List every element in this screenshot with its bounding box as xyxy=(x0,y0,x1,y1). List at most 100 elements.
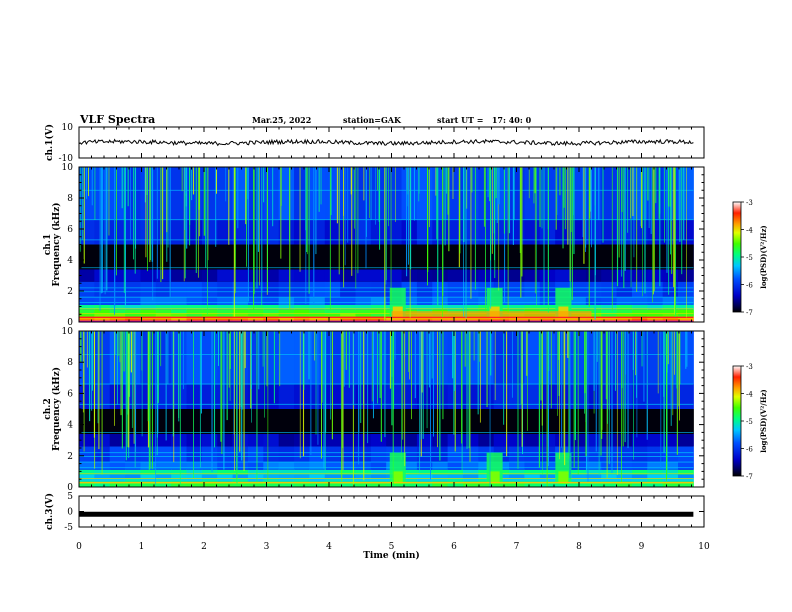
ch1-spectrogram-ytick-label: 10 xyxy=(62,163,74,173)
ch2-spec-band-cell xyxy=(109,474,126,479)
ch1-spec-band-cell xyxy=(447,269,464,282)
ch1-spec-band-cell xyxy=(79,309,95,314)
ch2-spec-band-cell xyxy=(232,469,249,475)
ch1-spec-band-cell xyxy=(647,269,664,282)
ch1-spec-band-cell xyxy=(201,313,218,317)
ch2-spec-band-cell xyxy=(171,481,188,487)
ch2-spec-band-cell xyxy=(416,474,433,479)
ch3-waveform-ytick-label: 5 xyxy=(67,492,73,502)
ch2-spec-band-cell xyxy=(616,462,633,470)
ch2-spec-band-cell xyxy=(678,478,694,482)
ch1-spec-band-cell xyxy=(125,219,141,245)
ch2-spec-band-cell xyxy=(616,446,633,463)
ch2-spec-band-cell xyxy=(370,331,387,385)
ch1-spec-band-cell xyxy=(478,219,495,245)
ch2-spec-band-cell xyxy=(662,481,679,487)
ch3-waveform-ytick-label: 0 xyxy=(67,508,73,518)
ch1-spec-band-cell xyxy=(278,167,295,220)
ch2-spec-band-cell xyxy=(186,481,203,487)
ch1-spec-band-cell xyxy=(401,304,418,310)
ch1-spec-band-cell xyxy=(631,219,648,245)
ch2-spec-band-cell xyxy=(631,433,648,447)
ch1-spec-band-cell xyxy=(125,281,141,298)
ch2-spec-band-cell xyxy=(631,474,648,479)
start-time-label: start UT = 17: 40: 0 xyxy=(437,115,532,125)
xtick-label: 0 xyxy=(76,542,82,552)
ch1-spec-band-cell xyxy=(662,313,679,317)
ch2-spec-band-cell xyxy=(478,478,495,482)
ch1-spec-band-cell xyxy=(278,219,295,245)
ch2-spec-band-cell xyxy=(340,462,356,470)
ch2-spec-band-cell xyxy=(79,433,95,447)
ch2-spec-band-cell xyxy=(462,481,479,487)
ch2-spec-band-cell xyxy=(79,446,95,463)
ch1-spec-band-cell xyxy=(263,281,280,298)
ch1-spec-band-cell xyxy=(616,281,633,298)
ch2-spec-band-cell xyxy=(263,481,280,487)
ch1-spec-band-cell xyxy=(140,167,157,220)
ch2-spec-band-cell xyxy=(370,478,387,482)
ch2-spec-band-cell xyxy=(125,469,141,475)
ch1-spec-band-cell xyxy=(324,269,341,282)
ch1-spec-band-cell xyxy=(355,297,372,305)
ch1-spec-band-cell xyxy=(140,269,157,282)
ch1-spec-band-cell xyxy=(125,316,141,322)
ch2-spec-band-cell xyxy=(201,446,218,463)
ch1-spec-band-cell xyxy=(232,281,249,298)
ch2-spec-band-cell xyxy=(247,478,264,482)
xtick-label: 9 xyxy=(639,542,645,552)
ch1-spec-band-cell xyxy=(616,313,633,317)
ch2-spec-band-cell xyxy=(294,474,310,479)
ch1-spec-band-cell xyxy=(678,316,694,322)
ch2-spectrogram-colorbar-tick-label: -6 xyxy=(746,446,753,454)
ch2-spec-band-cell xyxy=(570,481,587,487)
ch2-spec-band-cell xyxy=(263,474,280,479)
ch1-spec-band-cell xyxy=(79,167,95,220)
ch2-spec-band-cell xyxy=(601,462,618,470)
ch1-spec-band-cell xyxy=(109,316,126,322)
ch2-spec-band-cell xyxy=(94,481,111,487)
ch2-spec-band-cell xyxy=(509,433,525,447)
ch1-spec-band-cell xyxy=(678,304,694,310)
ch1-spectrogram-ytick-label: 2 xyxy=(67,287,73,297)
ch2-spec-band-cell xyxy=(79,462,95,470)
ch2-spec-band-cell xyxy=(232,331,249,385)
ch2-spec-band-cell xyxy=(585,478,602,482)
ch2-spec-band-cell xyxy=(278,469,295,475)
ch2-spec-band-cell xyxy=(217,384,234,409)
ch2-spec-band-cell xyxy=(340,384,356,409)
ch1-spec-band-cell xyxy=(94,304,111,310)
ch2-spec-band-cell xyxy=(232,446,249,463)
ch2-spec-band-cell xyxy=(432,469,449,475)
ch1-spec-band-cell xyxy=(647,304,664,310)
ch2-spec-band-cell xyxy=(247,469,264,475)
ch1-spec-band-cell xyxy=(432,269,449,282)
ch1-spec-band-cell xyxy=(324,316,341,322)
ch2-spec-band-cell xyxy=(678,481,694,487)
ch2-spec-band-cell xyxy=(340,481,356,487)
ch2-spectrogram-colorbar xyxy=(732,365,742,477)
ch2-spec-band-cell xyxy=(462,478,479,482)
ch1-spec-band-cell xyxy=(201,281,218,298)
ch2-spec-band-cell xyxy=(278,433,295,447)
ch2-spec-band-cell xyxy=(186,474,203,479)
ch1-spec-band-cell xyxy=(232,304,249,310)
ch2-spec-band-cell xyxy=(309,462,326,470)
ch2-spec-band-cell xyxy=(524,446,541,463)
ch1-waveform-ytick-label: -10 xyxy=(59,154,74,164)
ch2-spec-band-cell xyxy=(585,446,602,463)
ch2-spec-band-cell xyxy=(524,331,541,385)
ch2-spec-band-cell xyxy=(217,474,234,479)
ch2-spec-band-cell xyxy=(570,478,587,482)
ch1-spec-band-cell xyxy=(432,281,449,298)
ch1-spec-band-cell xyxy=(278,304,295,310)
ch2-spec-band-cell xyxy=(478,474,495,479)
ch2-spec-band-cell xyxy=(524,474,541,479)
ch2-spec-band-cell xyxy=(201,481,218,487)
ch1-spec-band-cell xyxy=(601,281,618,298)
ch1-spec-band-cell xyxy=(232,219,249,245)
ch1-spec-band-cell xyxy=(355,269,372,282)
ch1-spec-band-cell xyxy=(217,219,234,245)
ch2-spec-band-cell xyxy=(201,474,218,479)
ch2-spec-band-cell xyxy=(324,433,341,447)
